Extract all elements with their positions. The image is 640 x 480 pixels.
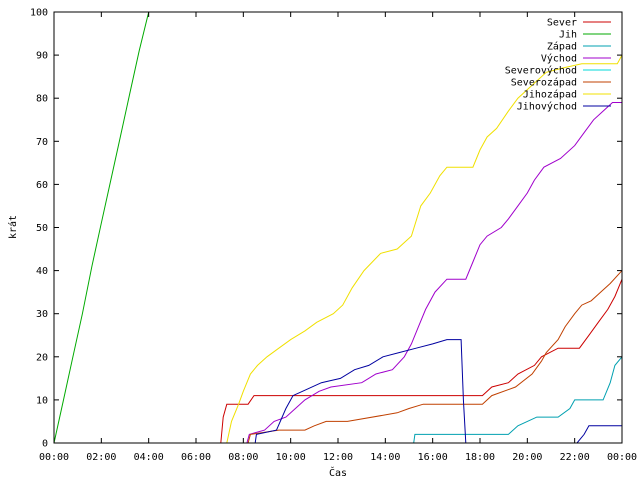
x-tick-label: 02:00 xyxy=(86,452,116,463)
y-tick-label: 60 xyxy=(36,180,48,191)
legend-label: Sever xyxy=(547,18,577,29)
x-tick-label: 22:00 xyxy=(560,452,590,463)
x-tick-label: 10:00 xyxy=(276,452,306,463)
legend: SeverJihZápadVýchodSeverovýchodSeverozáp… xyxy=(505,18,611,113)
y-axis-label: krát xyxy=(7,215,19,239)
y-tick-label: 30 xyxy=(36,309,48,320)
x-tick-label: 00:00 xyxy=(39,452,69,463)
x-axis-label: Čas xyxy=(329,466,347,479)
x-tick-label: 04:00 xyxy=(134,452,164,463)
ticks-layer: 0 10 20 30 40 50 60 70 80 90 100 00:00 02:00 04:00 06:… xyxy=(30,8,637,464)
y-tick-label: 70 xyxy=(36,137,48,148)
x-tick-label: 08:00 xyxy=(228,452,258,463)
legend-label: Západ xyxy=(547,41,577,53)
x-tick-label: 20:00 xyxy=(512,452,542,463)
x-tick-label: 00:00 xyxy=(607,452,637,463)
series-line-sever xyxy=(54,279,623,444)
legend-label: Jih xyxy=(559,30,577,41)
legend-label: Severozápad xyxy=(511,77,577,89)
y-tick-label: 90 xyxy=(36,51,48,62)
y-tick-label: 20 xyxy=(36,352,48,363)
x-tick-label: 16:00 xyxy=(418,452,448,463)
x-tick-label: 14:00 xyxy=(370,452,400,463)
series-line-jih xyxy=(53,11,150,444)
y-tick-label: 100 xyxy=(30,8,48,19)
x-tick-label: 06:00 xyxy=(181,452,211,463)
legend-label: Jihovýchod xyxy=(517,101,577,113)
x-tick-label: 18:00 xyxy=(465,452,495,463)
series-line-západ xyxy=(54,356,623,444)
series-line-jihozápad xyxy=(54,54,623,444)
y-tick-label: 40 xyxy=(36,266,48,277)
y-tick-label: 10 xyxy=(36,395,48,406)
legend-label: Východ xyxy=(541,53,577,65)
series-line-severozápad xyxy=(54,270,623,444)
legend-label: Severovýchod xyxy=(505,65,577,77)
y-tick-label: 80 xyxy=(36,94,48,105)
y-tick-label: 50 xyxy=(36,223,48,234)
x-tick-label: 12:00 xyxy=(323,452,353,463)
legend-label: Jihozápad xyxy=(523,89,577,101)
y-tick-label: 0 xyxy=(42,439,48,450)
series-line-východ xyxy=(54,102,622,444)
